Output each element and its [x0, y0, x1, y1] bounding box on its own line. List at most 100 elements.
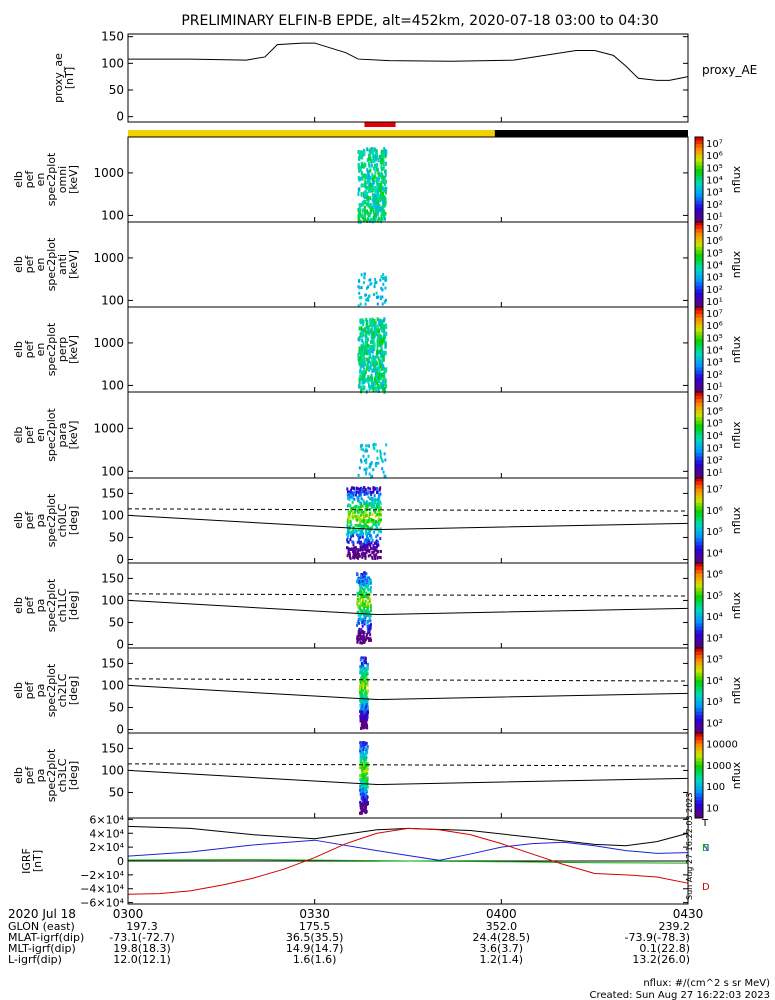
colorbar-segment [695, 449, 703, 454]
y-axis-label-line: [deg] [67, 676, 80, 705]
heatmap-cell [352, 556, 355, 560]
ephemeris-value: 1.2(1.4) [480, 953, 524, 966]
heatmap-cell [360, 574, 363, 578]
colorbar-segment [695, 257, 703, 262]
heatmap-cell [370, 334, 373, 339]
colorbar-segment [695, 495, 703, 500]
colorbar-segment [695, 782, 703, 787]
heatmap-cell [374, 199, 377, 204]
colorbar-segment [695, 499, 703, 504]
heatmap-cell [363, 543, 366, 547]
colorbar-tick-label: 10³ [706, 358, 723, 369]
colorbar-segment [695, 399, 703, 404]
heatmap-cell [356, 580, 359, 584]
heatmap-cell [367, 337, 370, 342]
heatmap-cell [372, 519, 375, 523]
heatmap-cell [378, 518, 381, 522]
heatmap-cell [362, 748, 365, 752]
heatmap-cell [364, 302, 367, 306]
heatmap-cell [363, 602, 366, 606]
heatmap-cell [361, 328, 364, 333]
colorbar-tick-label: 10⁶ [706, 321, 723, 332]
heatmap-cell [361, 784, 364, 788]
heatmap-cell [358, 584, 361, 588]
heatmap-cell [376, 208, 379, 213]
colorbar-segment [695, 488, 703, 493]
heatmap-cell [374, 520, 377, 524]
heatmap-cell [369, 605, 372, 609]
heatmap-cell [372, 368, 375, 373]
colorbar-segment [695, 690, 703, 695]
heatmap-cell [347, 496, 350, 500]
y-axis-label-line: para [56, 423, 69, 448]
y-axis-label-line: ch0LC [56, 503, 69, 537]
heatmap-cell [372, 176, 375, 181]
heatmap-cell [362, 281, 365, 285]
heatmap-cell [360, 758, 363, 762]
colorbar-tick-label: 100 [706, 782, 725, 793]
heatmap-cell [373, 363, 376, 368]
heatmap-cell [373, 498, 376, 502]
heatmap-cell [357, 156, 360, 161]
heatmap-cell [365, 769, 368, 773]
heatmap-cell [380, 323, 383, 328]
heatmap-cell [347, 515, 350, 519]
colorbar-segment [695, 431, 703, 436]
y-axis-label-line: [keV] [67, 250, 80, 279]
heatmap-cell [369, 544, 372, 548]
colorbar-segment [695, 225, 703, 230]
heatmap-cell [385, 384, 388, 389]
heatmap-cell [363, 605, 366, 609]
heatmap-cell [367, 554, 370, 558]
heatmap-cell [357, 357, 360, 362]
heatmap-cell [356, 593, 359, 597]
heatmap-cell [362, 343, 365, 348]
heatmap-cell [365, 705, 368, 709]
heatmap-cell [384, 190, 387, 195]
heatmap-cell [383, 386, 386, 391]
heatmap-cell [370, 462, 373, 466]
heatmap-cell [369, 508, 372, 512]
colorbar-segment [695, 460, 703, 465]
colorbar-title: nflux [730, 421, 743, 449]
heatmap-cell [384, 169, 387, 174]
colorbar-segment [695, 278, 703, 283]
heatmap-cell [360, 796, 363, 800]
heatmap-cell [349, 538, 352, 542]
heatmap-cell [384, 179, 387, 184]
heatmap-cell [365, 692, 368, 696]
colorbar-segment [695, 577, 703, 582]
y-tick-label: 4×10⁴ [89, 827, 124, 840]
heatmap-cell [361, 744, 364, 748]
heatmap-cell [372, 361, 375, 366]
colorbar-tick-label: 10¹ [706, 212, 723, 223]
heatmap-cell [357, 630, 360, 634]
heatmap-cell [373, 292, 376, 296]
heatmap-cell [361, 703, 364, 707]
heatmap-cell [362, 532, 365, 536]
colorbar-segment [695, 349, 703, 354]
colorbar-segment [695, 161, 703, 166]
heatmap-cell [362, 173, 365, 178]
heatmap-cell [370, 505, 373, 509]
igrf-T-line [127, 825, 689, 847]
heatmap-cell [360, 331, 363, 336]
heatmap-cell [366, 767, 369, 771]
heatmap-cell [379, 351, 382, 356]
heatmap-cell [369, 609, 372, 613]
heatmap-cell [358, 337, 361, 342]
colorbar-segment [695, 151, 703, 156]
heatmap-cell [358, 360, 361, 365]
heatmap-cell [348, 527, 351, 531]
heatmap-cell [353, 556, 356, 560]
igrf-D-legend: D [702, 882, 710, 893]
colorbar-segment [695, 616, 703, 621]
heatmap-cell [372, 166, 375, 171]
heatmap-cell [367, 601, 370, 605]
y-tick-label: 2×10⁴ [89, 841, 124, 854]
heatmap-cell [347, 540, 350, 544]
heatmap-cell [367, 189, 370, 194]
heatmap-cell [383, 203, 386, 208]
heatmap-cell [352, 541, 355, 545]
